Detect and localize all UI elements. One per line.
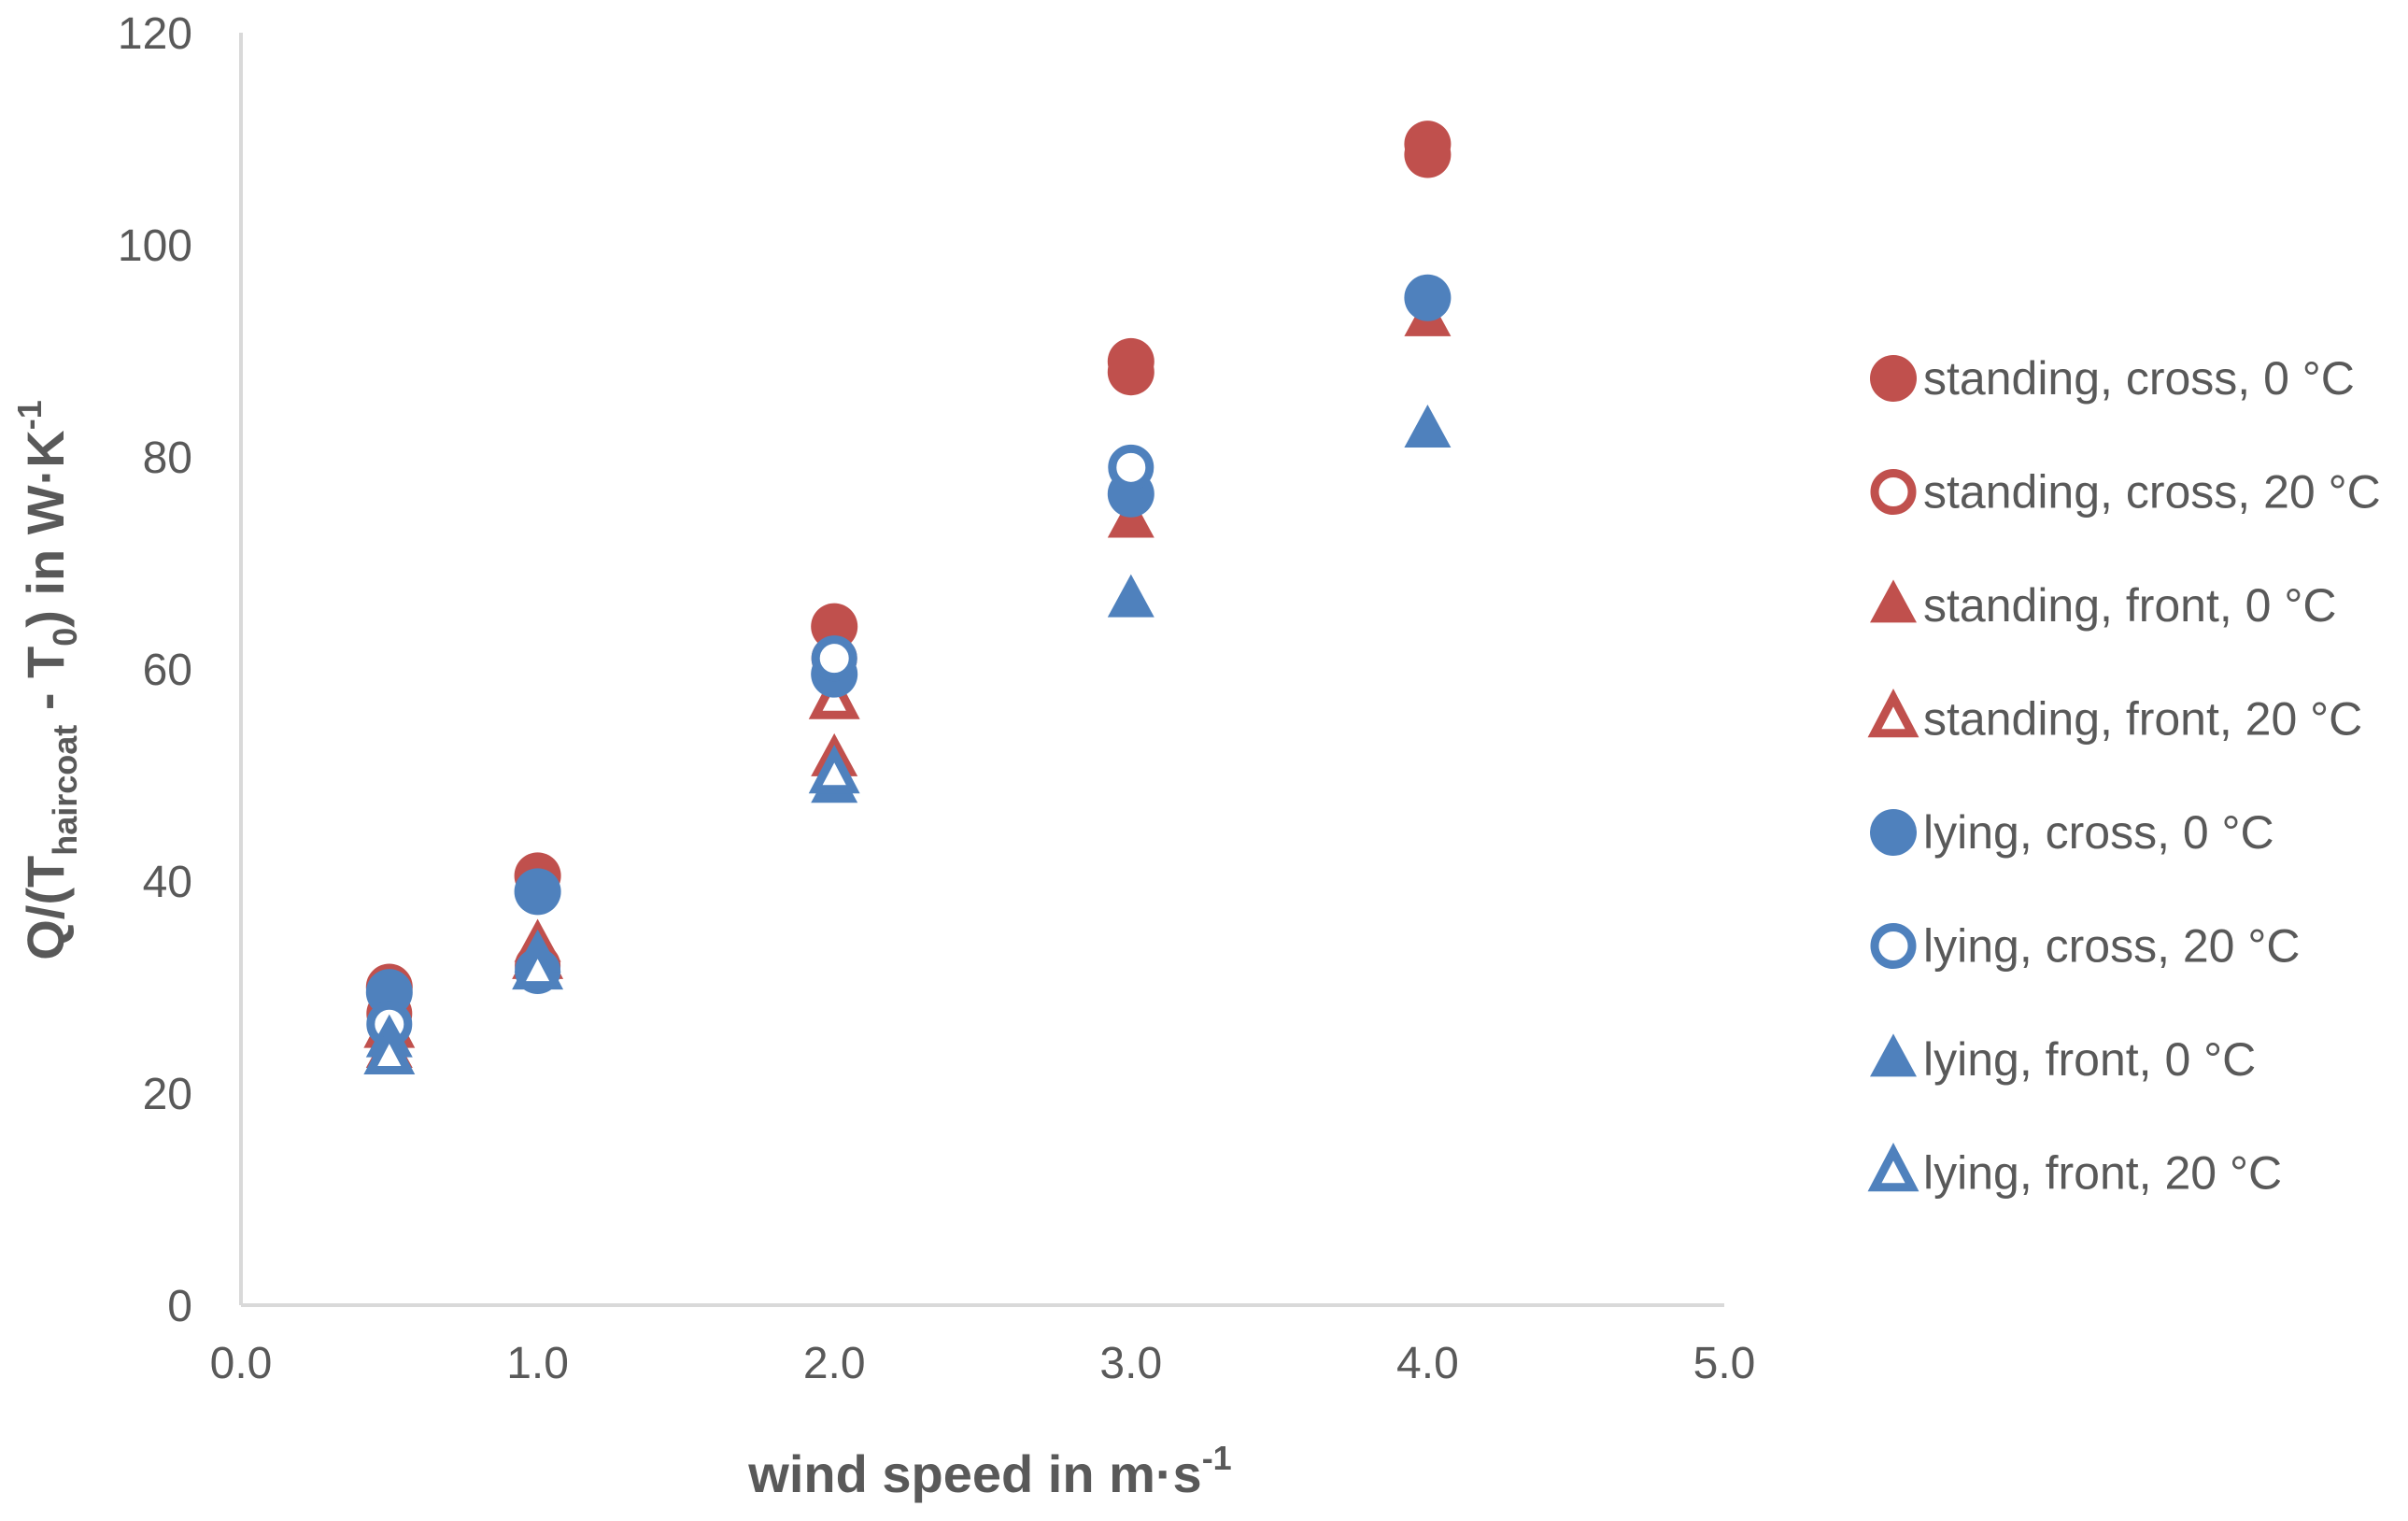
x-axis-title-sup: -1 [1202, 1439, 1232, 1477]
data-point [1107, 348, 1154, 396]
data-point [811, 603, 858, 650]
legend-label: standing, cross, 0 °C [1923, 352, 2355, 405]
legend-item: lying, cross, 0 °C [1870, 806, 2274, 859]
data-point [1404, 131, 1452, 178]
x-tick-label: 5.0 [1693, 1339, 1756, 1388]
legend-marker [1870, 579, 1917, 623]
legend-label: lying, front, 0 °C [1923, 1033, 2256, 1086]
data-point [365, 969, 413, 1016]
data-point [811, 635, 857, 682]
data-point [512, 941, 564, 990]
x-tick-label: 2.0 [803, 1339, 866, 1388]
x-tick-label: 1.0 [506, 1339, 569, 1388]
y-tick-label: 40 [143, 858, 192, 907]
legend-item: standing, cross, 20 °C [1870, 466, 2381, 519]
x-tick-label: 4.0 [1396, 1339, 1459, 1388]
legend-label: standing, front, 0 °C [1923, 579, 2336, 632]
y-tick-label: 120 [118, 9, 192, 59]
y-tick-label: 100 [118, 221, 192, 271]
data-point [1404, 274, 1452, 321]
legend-label: lying, front, 20 °C [1923, 1147, 2282, 1200]
legend-marker [1870, 923, 1917, 969]
data-points [363, 121, 1452, 1074]
legend-item: standing, front, 0 °C [1870, 579, 2336, 632]
axes-layer [239, 33, 1724, 1307]
legend-item: standing, front, 20 °C [1867, 689, 2362, 746]
legend-marker [1870, 355, 1917, 402]
legend-marker [1870, 809, 1917, 856]
x-axis-title: wind speed in m·s-1 [747, 1439, 1231, 1503]
y-axis-title-part3: ) in W·K [16, 430, 75, 627]
series-6 [366, 444, 1154, 1047]
y-tick-label: 60 [143, 646, 192, 695]
legend-item: lying, cross, 20 °C [1870, 920, 2300, 973]
series-8 [363, 745, 860, 1074]
series-5 [365, 274, 1452, 1016]
data-point [808, 745, 860, 794]
legend-marker [1870, 1033, 1917, 1077]
y-tick-label: 0 [167, 1282, 192, 1331]
y-axis-title-sub2: 0 [46, 628, 84, 647]
tick-labels: 0.0 1.0 2.0 3.0 4.0 5.0 0 20 40 60 80 100 120 [118, 9, 1755, 1388]
legend-label: standing, front, 20 °C [1923, 693, 2362, 746]
data-point [1108, 444, 1154, 490]
legend-item: lying, front, 0 °C [1870, 1033, 2256, 1086]
y-axis-title-part1: Q/(T [16, 856, 75, 960]
y-tick-label: 80 [143, 434, 192, 483]
x-axis-title-main: wind speed in m·s [747, 1444, 1201, 1503]
series-4 [363, 670, 860, 1048]
legend-label: lying, cross, 20 °C [1923, 920, 2300, 973]
data-point [363, 1025, 416, 1074]
legend-label: lying, cross, 0 °C [1923, 806, 2274, 859]
legend-item: standing, cross, 0 °C [1870, 352, 2355, 405]
legend-item: lying, front, 20 °C [1867, 1143, 2282, 1200]
legend-label: standing, cross, 20 °C [1923, 466, 2381, 519]
x-tick-label: 0.0 [210, 1339, 273, 1388]
data-point [514, 868, 561, 916]
y-axis-title-part2: - T [16, 647, 75, 725]
y-axis-title-sup: -1 [10, 400, 49, 430]
y-axis-title: Q/(Thaircoat - T0) in W·K-1 [10, 400, 84, 960]
x-tick-label: 3.0 [1099, 1339, 1162, 1388]
y-tick-label: 20 [143, 1070, 192, 1119]
y-axis-title-sub1: haircoat [46, 725, 84, 856]
data-point [1107, 574, 1154, 618]
legend-marker [1870, 469, 1917, 515]
data-point [1404, 405, 1452, 448]
legend-marker [1867, 1143, 1919, 1192]
legend: standing, cross, 0 °C standing, cross, 20… [1867, 352, 2381, 1200]
legend-marker [1867, 689, 1919, 738]
series-2 [366, 635, 857, 1037]
